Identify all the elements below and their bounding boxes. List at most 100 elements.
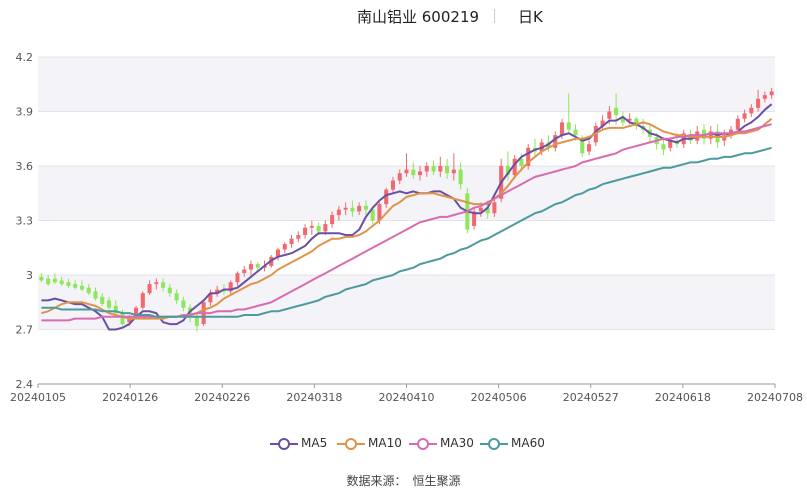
candle — [438, 156, 443, 177]
candle — [424, 162, 429, 177]
candle-body — [194, 316, 199, 326]
candle-body — [377, 204, 382, 221]
candle-body — [431, 166, 436, 172]
candle-body — [106, 300, 112, 308]
y-tick-label: 4.2 — [16, 51, 34, 64]
candle-body — [350, 207, 355, 212]
candle-body — [390, 180, 396, 190]
source-value: 恒生聚源 — [412, 474, 461, 488]
candle — [566, 93, 571, 134]
candle — [431, 160, 436, 176]
candle-body — [762, 95, 767, 99]
candle — [343, 202, 348, 216]
candle-body — [742, 113, 747, 119]
candle — [742, 109, 747, 123]
candle — [708, 126, 713, 145]
candle-body — [282, 244, 287, 250]
candle — [505, 151, 510, 181]
candle-body — [553, 135, 558, 148]
candle-body — [228, 282, 233, 292]
candle-body — [357, 205, 362, 212]
stock-title: 南山铝业 600219 — [357, 8, 480, 26]
ma-line-ma10 — [41, 118, 773, 320]
candle-body — [384, 189, 389, 205]
legend-item-ma60[interactable]: MA60 — [479, 434, 545, 454]
candle-body — [668, 140, 673, 148]
candle — [154, 278, 159, 290]
candle — [363, 200, 368, 216]
candle — [248, 260, 254, 275]
legend-item-ma10[interactable]: MA10 — [336, 434, 402, 454]
candle-body — [749, 107, 754, 114]
candle-body — [587, 144, 592, 152]
y-tick-label: 3.9 — [16, 106, 34, 119]
candle-body — [323, 224, 328, 232]
candle — [384, 187, 389, 208]
axes: 2.4 2.7 3 3.3 3.6 3.9 4.2 20240105 20240126 20240… — [10, 51, 803, 404]
candle — [66, 278, 71, 288]
candle-body — [559, 122, 565, 136]
candle — [282, 242, 287, 254]
candle-body — [370, 209, 375, 221]
candle — [472, 207, 477, 230]
candle-body — [59, 280, 64, 285]
candle-body — [39, 276, 44, 281]
title-divider — [494, 9, 495, 23]
candle — [390, 176, 396, 194]
y-tick-label: 2.7 — [16, 324, 34, 337]
candle-body — [100, 296, 105, 305]
chart-header: 南山铝业 600219 日K — [0, 6, 807, 26]
candle-body — [492, 202, 497, 214]
candle — [296, 231, 301, 243]
candle-body — [661, 144, 666, 150]
legend-item-ma5[interactable]: MA5 — [269, 434, 329, 454]
candle-body — [566, 122, 571, 130]
candle-body — [255, 264, 260, 268]
x-tick-label: 20240226 — [194, 391, 250, 404]
source-label: 数据来源： — [346, 474, 407, 488]
candle — [309, 220, 314, 236]
candle — [451, 153, 456, 181]
candle-body — [296, 235, 301, 239]
legend-label: MA30 — [440, 436, 474, 450]
candle — [749, 104, 754, 117]
candle-body — [438, 166, 443, 172]
candle-body — [735, 118, 740, 130]
candle — [86, 284, 91, 295]
candle-body — [309, 225, 314, 228]
candle — [350, 200, 355, 217]
candle — [147, 280, 152, 295]
candle-body — [573, 129, 578, 136]
candle — [411, 162, 416, 179]
x-tick-label: 20240105 — [10, 391, 66, 404]
legend-marker-icon — [270, 438, 298, 450]
candle — [73, 280, 78, 290]
candle-body — [404, 169, 409, 174]
candle-body — [526, 147, 531, 166]
candle-body — [52, 278, 57, 283]
candle — [235, 271, 240, 286]
candle-body — [417, 171, 423, 176]
candle-body — [73, 284, 78, 288]
y-tick-label: 2.4 — [16, 378, 34, 391]
candle — [79, 280, 84, 292]
candle-body — [161, 282, 166, 288]
candle — [756, 89, 761, 112]
candle-body — [620, 118, 625, 123]
kline-chart: 2.4 2.7 3 3.3 3.6 3.9 4.2 20240105 20240126 20240… — [10, 51, 803, 404]
candle-body — [472, 211, 477, 226]
candle — [106, 296, 112, 310]
grid-band — [38, 329, 775, 384]
candle-body — [627, 118, 632, 121]
legend-item-ma30[interactable]: MA30 — [408, 434, 474, 454]
candle — [39, 273, 44, 283]
candle-body — [174, 293, 179, 301]
y-tick-label: 3 — [26, 269, 33, 282]
candle-body — [363, 205, 368, 210]
legend-marker-icon — [480, 438, 508, 450]
candle — [661, 136, 666, 156]
candle-body — [634, 118, 639, 127]
candle — [336, 205, 341, 221]
candle — [512, 155, 517, 179]
candle — [445, 158, 450, 179]
